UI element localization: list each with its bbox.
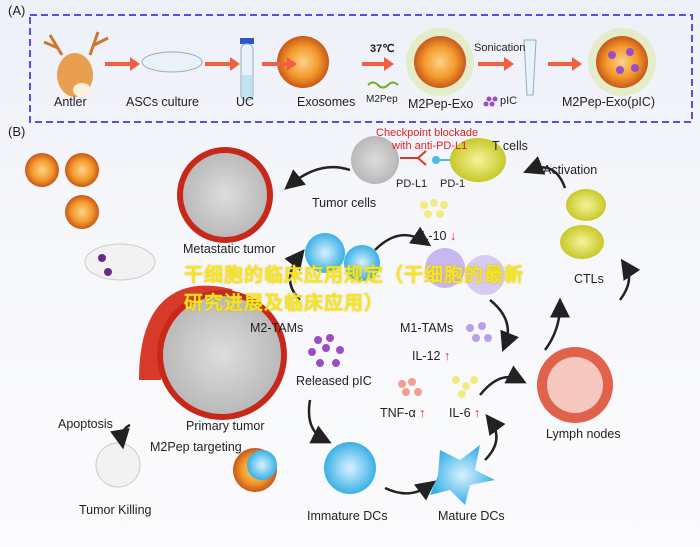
- activation-label: Activation: [543, 163, 598, 177]
- pd-l1-label: PD-L1: [396, 178, 428, 190]
- metastatic-tumor-label: Metastatic tumor: [183, 242, 276, 256]
- il10-icon: [420, 199, 448, 218]
- ctls-label: CTLs: [574, 272, 604, 286]
- panel-a-label: (A): [8, 3, 26, 18]
- step-m2pep-exo-pic: M2Pep-Exo(pIC): [562, 95, 656, 109]
- m2pep-targeting-label: M2Pep targeting: [150, 440, 242, 454]
- il12-label: IL-12 ↑: [412, 349, 451, 363]
- t-cell-icon: [450, 138, 506, 182]
- tumor-cell-icon: [351, 136, 399, 184]
- tnf-label: TNF-α ↑: [380, 406, 426, 420]
- pd-1-label: PD-1: [440, 178, 466, 190]
- tumor-cells-label: Tumor cells: [312, 196, 377, 210]
- tumor-killing-icon: [95, 442, 141, 488]
- petri-dish-icon: [141, 51, 203, 73]
- antibody-icon: [400, 150, 427, 166]
- panel-b-label: (B): [8, 124, 26, 139]
- m2-tam-icons: [305, 233, 380, 281]
- released-pic-label: Released pIC: [296, 374, 372, 388]
- pic-label: pIC: [500, 95, 518, 107]
- m1-tam-icons: [425, 248, 505, 295]
- watermark: 干细胞的临床应用规定（干细胞的最新研究进展及临床应用）: [184, 265, 525, 314]
- m2pep-exo-pic-icon: [588, 28, 656, 96]
- checkpoint-label: Checkpoint blockade: [376, 127, 479, 139]
- immature-dcs-label: Immature DCs: [307, 509, 388, 523]
- flow-arrows: [110, 156, 641, 501]
- tube-icon: [240, 38, 254, 101]
- il6-icon: [452, 376, 478, 398]
- process-arrows: [105, 57, 582, 71]
- immature-dc-icon: [324, 442, 376, 494]
- peptide-icon: [367, 81, 399, 89]
- step-exosomes: Exosomes: [297, 95, 356, 109]
- lymph-node-icon: [537, 347, 613, 423]
- metastatic-tumor-icon: [177, 147, 273, 243]
- sonication-label: Sonication: [474, 42, 526, 54]
- step-m2pep-exo: M2Pep-Exo: [408, 97, 474, 111]
- pic-icon: [483, 96, 498, 107]
- m1-tams-label: M1-TAMs: [400, 321, 454, 335]
- ctl-icons: [560, 189, 606, 259]
- primary-tumor-label: Primary tumor: [186, 419, 265, 433]
- tnf-icon: [398, 378, 422, 396]
- deer-icon: [43, 31, 109, 97]
- peptide-label: M2Pep: [366, 94, 398, 105]
- m2pep-exo-icon: [406, 28, 474, 96]
- il6-label: IL-6 ↑: [449, 406, 481, 420]
- mouse-icon: [84, 243, 156, 281]
- exosome-particles: [25, 153, 99, 229]
- microtube-icon: [523, 39, 537, 96]
- mature-dc-icon: [430, 445, 495, 505]
- exosome-icon: [277, 36, 329, 88]
- apoptosis-label: Apoptosis: [58, 417, 113, 431]
- il10-label: IL-10 ↓: [418, 229, 457, 243]
- targeting-exosome-icon: [233, 448, 277, 492]
- checkpoint-label-2: with anti-PD-L1: [392, 140, 468, 152]
- released-pic-icon: [308, 334, 344, 367]
- step-uc: UC: [236, 95, 255, 109]
- tumor-killing-label: Tumor Killing: [79, 503, 152, 517]
- panel-a-frame: [29, 14, 693, 123]
- m2-tams-label: M2-TAMs: [250, 321, 304, 335]
- step-antler: Antler: [54, 95, 87, 109]
- step-ascs-culture: ASCs culture: [126, 95, 199, 109]
- t-cells-label: T cells: [492, 139, 528, 153]
- primary-tumor-icon: [139, 285, 287, 420]
- mature-dcs-label: Mature DCs: [438, 509, 505, 523]
- temperature-label: 37℃: [370, 43, 395, 55]
- lymph-nodes-label: Lymph nodes: [546, 427, 621, 441]
- il12-icon: [466, 322, 492, 342]
